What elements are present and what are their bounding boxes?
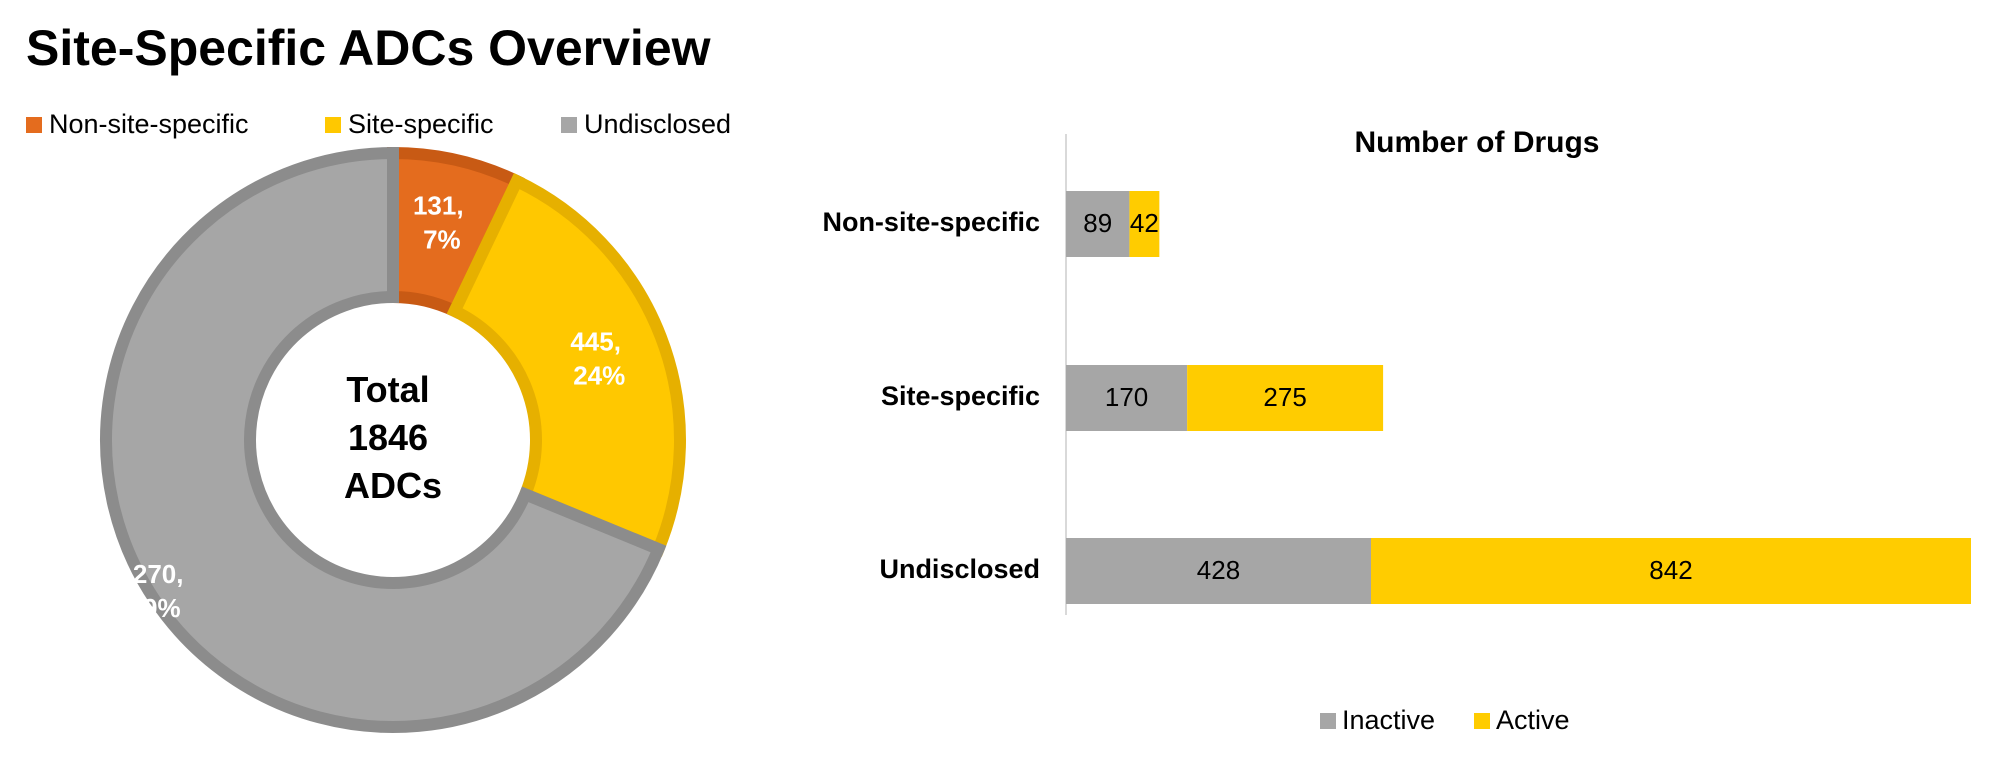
legend-swatch xyxy=(26,117,42,133)
legend-swatch xyxy=(1320,713,1336,729)
y-tick-label: Undisclosed xyxy=(879,554,1040,584)
legend-label: Active xyxy=(1496,705,1570,735)
data-label: 89 xyxy=(1083,208,1112,238)
legend-label: Undisclosed xyxy=(584,109,731,139)
y-tick-label: Site-specific xyxy=(881,381,1040,411)
legend-label: Non-site-specific xyxy=(49,109,249,139)
donut-slice xyxy=(100,146,667,733)
legend-swatch xyxy=(561,117,577,133)
bar-segment xyxy=(1066,191,1130,257)
bar-segment xyxy=(1129,191,1160,257)
data-label: 428 xyxy=(1197,555,1240,585)
center-label: Total 1846 ADCs xyxy=(344,369,442,506)
donut-slice xyxy=(446,173,686,557)
y-tick-label: Non-site-specific xyxy=(822,207,1040,237)
legend-label: Inactive xyxy=(1342,705,1435,735)
data-label: 131, 7% xyxy=(413,190,471,254)
data-label: 1270, 69% xyxy=(118,559,190,623)
legend-label: Site-specific xyxy=(348,109,494,139)
legend-swatch xyxy=(325,117,341,133)
chart-title: Number of Drugs xyxy=(1354,126,1599,159)
page-title: Site-Specific ADCs Overview xyxy=(26,20,711,76)
data-label: 170 xyxy=(1105,382,1148,412)
data-label: 42 xyxy=(1130,208,1159,238)
data-label: 445, 24% xyxy=(570,326,628,390)
bar-segment xyxy=(1187,365,1384,431)
data-label: 275 xyxy=(1263,382,1306,412)
bar-segment xyxy=(1066,538,1371,604)
bar-segment xyxy=(1066,365,1188,431)
bar-segment xyxy=(1370,538,1971,604)
data-label: 842 xyxy=(1649,555,1692,585)
legend-swatch xyxy=(1474,713,1490,729)
